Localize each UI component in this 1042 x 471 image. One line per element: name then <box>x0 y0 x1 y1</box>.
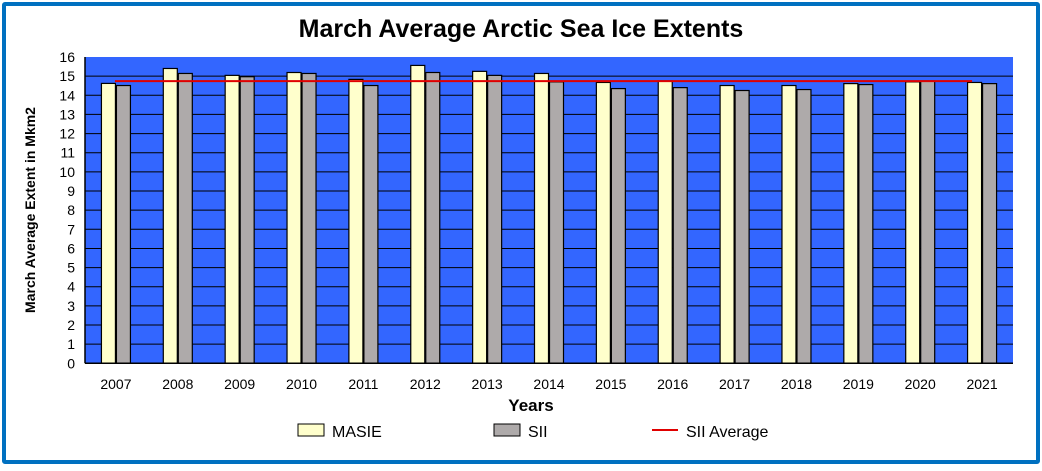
x-tick-label: 2018 <box>781 376 812 392</box>
bar-sii-2020 <box>920 80 936 364</box>
y-tick-label: 5 <box>67 260 75 276</box>
bar-masie-2016 <box>657 80 673 364</box>
legend-label-sii: SII <box>528 424 548 441</box>
bar-masie-2021 <box>966 81 983 364</box>
bar-sii-2011 <box>363 84 379 364</box>
bar-sii-2018 <box>796 88 812 364</box>
bar-masie-2014 <box>533 72 550 364</box>
bar-sii-2021 <box>981 83 998 364</box>
bar-sii-2010 <box>301 72 317 364</box>
bar-masie-2015 <box>595 81 611 364</box>
bar-masie-2020 <box>905 81 921 364</box>
x-axis-label: Years <box>508 396 553 415</box>
bar-masie-2017 <box>719 84 735 364</box>
x-tick-label: 2009 <box>224 376 255 392</box>
bar-masie-2008 <box>162 67 178 364</box>
x-tick-label: 2010 <box>286 376 317 392</box>
y-tick-label: 15 <box>59 68 75 84</box>
bar-sii-2012 <box>425 71 441 364</box>
legend-swatch-sii <box>493 423 521 437</box>
x-tick-label: 2014 <box>533 376 564 392</box>
bar-masie-2011 <box>348 78 364 364</box>
y-tick-label: 11 <box>60 145 75 161</box>
bar-sii-2019 <box>858 83 874 364</box>
bar-sii-2017 <box>734 89 750 364</box>
y-tick-label: 2 <box>67 317 75 333</box>
x-tick-label: 2019 <box>843 376 874 392</box>
y-tick-label: 8 <box>67 202 75 218</box>
bar-masie-2009 <box>224 74 240 364</box>
x-tick-label: 2020 <box>905 376 936 392</box>
bar-sii-2013 <box>487 74 503 364</box>
legend-swatch-masie <box>297 423 325 437</box>
y-tick-label: 9 <box>67 183 75 199</box>
bar-masie-2013 <box>472 70 488 364</box>
legend: MASIE SII SII Average <box>297 423 769 441</box>
bar-masie-2018 <box>781 84 797 364</box>
bar-masie-2010 <box>286 71 302 364</box>
y-tick-label: 14 <box>59 87 75 103</box>
legend-label-masie: MASIE <box>332 424 382 441</box>
bar-sii-2008 <box>177 72 193 364</box>
legend-label-sii-average: SII Average <box>686 424 769 441</box>
bar-sii-2007 <box>115 84 132 364</box>
y-tick-label: 12 <box>59 126 75 142</box>
y-axis-label: March Average Extent in Mkm2 <box>22 107 38 313</box>
bar-sii-2015 <box>610 87 626 364</box>
bar-masie-2019 <box>843 83 859 364</box>
y-tick-label: 10 <box>59 164 75 180</box>
y-tick-label: 13 <box>59 106 75 122</box>
y-tick-label: 3 <box>67 298 75 314</box>
x-tick-label: 2021 <box>966 376 997 392</box>
y-tick-label: 0 <box>67 355 75 371</box>
bar-masie-2012 <box>410 64 426 364</box>
bar-sii-2009 <box>239 76 255 364</box>
x-tick-label: 2015 <box>595 376 626 392</box>
y-tick-label: 4 <box>67 279 75 295</box>
y-tick-label: 16 <box>59 49 75 65</box>
y-tick-label: 1 <box>67 336 75 352</box>
chart-title: March Average Arctic Sea Ice Extents <box>299 15 744 43</box>
x-tick-label: 2007 <box>100 376 131 392</box>
x-tick-label: 2013 <box>472 376 503 392</box>
x-tick-label: 2012 <box>410 376 441 392</box>
x-tick-label: 2011 <box>348 376 378 392</box>
bar-sii-2014 <box>548 81 565 364</box>
bar-sii-2016 <box>672 87 688 364</box>
x-tick-label: 2017 <box>719 376 750 392</box>
y-tick-label: 7 <box>67 221 75 237</box>
x-tick-label: 2008 <box>162 376 193 392</box>
bar-masie-2007 <box>100 82 117 364</box>
y-tick-label: 6 <box>67 240 75 256</box>
x-tick-label: 2016 <box>657 376 688 392</box>
